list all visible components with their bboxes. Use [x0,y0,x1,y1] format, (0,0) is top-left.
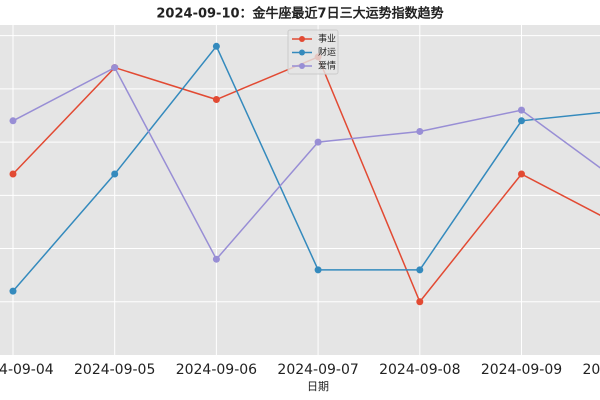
data-point [416,298,424,306]
legend-marker [299,49,305,56]
x-tick-label: 2024-09-08 [379,362,460,378]
chart-title: 2024-09-10：金牛座最近7日三大运势指数趋势 [156,6,443,22]
x-tick-label: 2024-09-04 [0,362,54,378]
data-point [314,138,322,146]
legend-marker [299,36,305,42]
data-point [314,266,322,274]
x-tick-label: 2024-09-07 [277,362,358,378]
legend-label: 事业 [318,33,336,45]
data-point [9,287,17,295]
data-point [111,64,119,72]
data-point [416,127,424,135]
legend-label: 财运 [318,46,336,58]
x-tick-label: 2024-09-10 [583,362,600,378]
data-point [518,117,525,125]
x-axis-label: 日期 [307,380,329,393]
data-point [9,117,17,125]
x-tick-label: 2024-09-09 [481,362,562,378]
x-tick-label: 2024-09-06 [176,362,257,378]
legend-label: 爱情 [318,60,336,72]
data-point [518,170,525,178]
data-point [518,106,525,114]
data-point [212,42,220,50]
data-point [416,266,424,274]
data-point [9,170,17,178]
data-point [212,96,220,104]
legend-marker [299,63,305,69]
data-point [212,255,220,263]
x-tick-label: 2024-09-05 [74,362,155,378]
data-point [111,170,119,178]
